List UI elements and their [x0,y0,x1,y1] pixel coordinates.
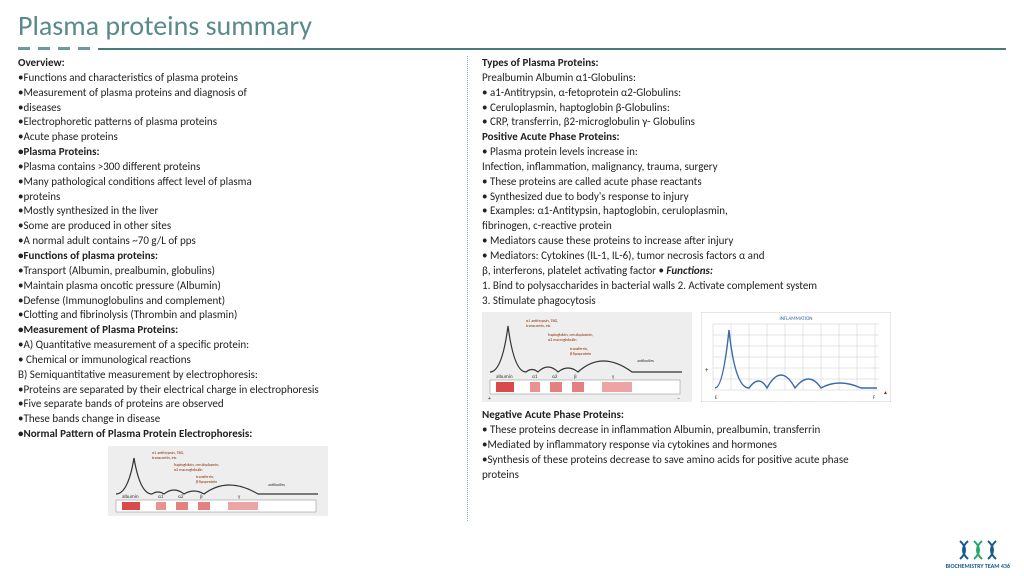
text-line: •Mostly synthesized in the liver [18,204,459,219]
heading-types: Types of Plasma Proteins: [482,56,1006,71]
svg-text:albumin: albumin [122,494,139,500]
svg-text:β: β [200,494,203,500]
svg-text:β: β [574,374,577,380]
text-line: • Examples: α1-Antitypsin, haptoglobin, … [482,204,1006,219]
text-line: •These bands change in disease [18,412,459,427]
text-line: Infection, inflammation, malignancy, tra… [482,160,1006,175]
text-line: 1. Bind to polysaccharides in bacterial … [482,279,1006,294]
text-line: proteins [482,468,1006,483]
text-line: •Proteins are separated by their electri… [18,383,459,398]
svg-text:transcortin, etc: transcortin, etc [526,324,551,329]
heading-functions: •Functions of plasma proteins: [18,249,459,264]
text-line: •A) Quantitative measurement of a specif… [18,338,459,353]
right-column: Types of Plasma Proteins: Prealbumin Alb… [468,56,1006,521]
text-line: •Mediated by inflammatory response via c… [482,438,1006,453]
text-line: • CRP, transferrin, β2-microglobulin γ- … [482,115,1006,130]
heading-plasma-proteins: •Plasma Proteins: [18,145,459,160]
svg-text:+: + [488,394,491,402]
text-line: • a1-Antitrypsin, α-fetoprotein α2-Globu… [482,86,1006,101]
svg-text:▲: ▲ [883,390,888,396]
text-line: •Maintain plasma oncotic pressure (Album… [18,279,459,294]
electrophoresis-diagram: albumin α1 α2 β γ α1 antitrypsin, TBG, t… [108,446,328,516]
text-line: • These proteins decrease in inflammatio… [482,423,1006,438]
text-line: B) Semiquantitative measurement by elect… [18,368,459,383]
heading-normal-pattern: •Normal Pattern of Plasma Protein Electr… [18,427,459,442]
svg-text:α2: α2 [178,494,184,500]
text-line: • Plasma protein levels increase in: [482,145,1006,160]
svg-text:transcortin, etc: transcortin, etc [152,456,177,461]
page-title: Plasma proteins summary [0,0,1024,47]
inflammation-chart: INFLAMMATION + E F ▲ [701,312,891,402]
text-line: • Synthesized due to body's response to … [482,190,1006,205]
svg-text:+: + [705,365,709,374]
text-line: •proteins [18,190,459,205]
text-line: •Functions and characteristics of plasma… [18,71,459,86]
text-line: • These proteins are called acute phase … [482,175,1006,190]
electrophoresis-diagram-small: albumin α1 α2 β γ α1 antitrypsin, TBG, t… [482,312,692,402]
svg-text:β-lipoprotein: β-lipoprotein [570,352,591,357]
content-columns: Overview: •Functions and characteristics… [0,50,1024,521]
svg-text:−: − [677,394,680,402]
svg-text:α2: α2 [552,374,558,380]
heading-negative-acute: Negative Acute Phase Proteins: [482,408,1006,423]
text-line: •Many pathological conditions affect lev… [18,175,459,190]
svg-text:antibodies: antibodies [268,483,285,488]
text-line: • Ceruloplasmin, haptoglobin β-Globulins… [482,101,1006,116]
text-line: • Chemical or immunological reactions [18,353,459,368]
diagram-row: albumin α1 α2 β γ α1 antitrypsin, TBG, t… [482,308,1006,408]
text-line: •Some are produced in other sites [18,219,459,234]
text-line: •Electrophoretic patterns of plasma prot… [18,115,459,130]
text-line: •Synthesis of these proteins decrease to… [482,453,1006,468]
text-line: •A normal adult contains ~70 g/L of pps [18,234,459,249]
svg-text:α1: α1 [158,494,164,500]
svg-text:β-lipoprotein: β-lipoprotein [196,480,217,485]
heading-measurement: •Measurement of Plasma Proteins: [18,323,459,338]
svg-text:α1: α1 [532,374,538,380]
text-line: •Transport (Albumin, prealbumin, globuli… [18,264,459,279]
dna-icon [956,539,1000,561]
svg-text:INFLAMMATION: INFLAMMATION [779,316,812,322]
svg-text:α2 macroglobulin: α2 macroglobulin [174,468,203,473]
heading-positive-acute: Positive Acute Phase Proteins: [482,130,1006,145]
text-line: •Clotting and fibrinolysis (Thrombin and… [18,308,459,323]
text-line: •Defense (Immunoglobulins and complement… [18,294,459,309]
svg-text:antibodies: antibodies [637,359,654,364]
text-line: • Mediators: Cytokines (IL-1, IL-6), tum… [482,249,1006,264]
svg-text:α2 macroglobulin: α2 macroglobulin [548,338,577,343]
text-line: 3. Stimulate phagocytosis [482,294,1006,309]
text-line: • Mediators cause these proteins to incr… [482,234,1006,249]
text-line: Prealbumin Albumin α1-Globulins: [482,71,1006,86]
title-underline [18,47,1006,50]
text-line: •diseases [18,101,459,116]
text-line: fibrinogen, c-reactive protein [482,219,1006,234]
text-line: •Acute phase proteins [18,130,459,145]
team-logo: BIOCHEMISTRY TEAM 436 [946,539,1010,570]
left-column: Overview: •Functions and characteristics… [18,56,468,521]
logo-text: BIOCHEMISTRY TEAM 436 [946,562,1010,570]
text-line: β, interferons, platelet activating fact… [482,264,1006,279]
svg-text:albumin: albumin [496,374,513,380]
text-line: •Five separate bands of proteins are obs… [18,397,459,412]
heading-overview: Overview: [18,56,459,71]
text-line: •Measurement of plasma proteins and diag… [18,86,459,101]
text-line: •Plasma contains >300 different proteins [18,160,459,175]
